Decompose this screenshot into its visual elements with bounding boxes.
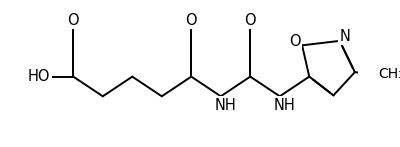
Text: O: O xyxy=(289,34,301,49)
Text: NH: NH xyxy=(214,98,236,113)
Text: N: N xyxy=(340,29,350,44)
Text: CH₃: CH₃ xyxy=(378,67,400,81)
Text: HO: HO xyxy=(28,69,50,84)
Text: O: O xyxy=(186,13,197,28)
Text: O: O xyxy=(68,13,79,28)
Text: NH: NH xyxy=(273,98,295,113)
Text: O: O xyxy=(244,13,256,28)
